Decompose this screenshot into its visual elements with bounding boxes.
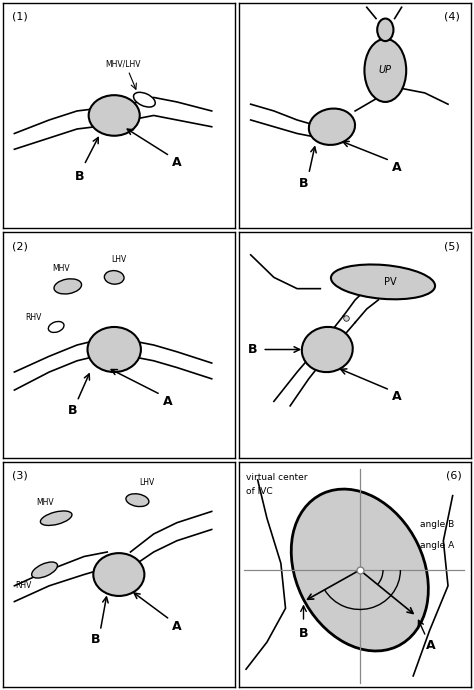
Ellipse shape [331,264,435,299]
Text: angle B: angle B [420,520,455,529]
Text: B: B [248,343,258,356]
Ellipse shape [302,327,353,372]
Text: (3): (3) [12,471,28,481]
Ellipse shape [54,279,82,294]
Ellipse shape [93,553,145,596]
Text: A: A [426,639,436,652]
Text: A: A [392,391,402,404]
Text: (5): (5) [444,241,460,251]
Text: LHV: LHV [111,255,127,264]
Ellipse shape [40,511,72,526]
Ellipse shape [89,95,140,136]
Text: (1): (1) [12,12,28,22]
Text: RHV: RHV [25,313,41,322]
Ellipse shape [126,494,149,506]
Text: UP: UP [379,66,392,75]
Text: (4): (4) [444,12,460,22]
Text: B: B [68,404,77,417]
Text: angle A: angle A [420,541,455,550]
Ellipse shape [134,92,155,107]
Text: PV: PV [383,277,396,287]
Ellipse shape [365,39,406,102]
Text: B: B [74,170,84,183]
Text: A: A [163,395,173,408]
Text: A: A [172,620,182,633]
Text: MHV: MHV [36,498,54,507]
Text: of IVC: of IVC [246,486,273,495]
Text: LHV: LHV [139,477,155,486]
Text: A: A [172,157,182,169]
Ellipse shape [377,19,393,41]
Text: RHV: RHV [16,581,32,591]
Text: MHV: MHV [52,264,70,273]
Text: MHV/LHV: MHV/LHV [106,59,141,68]
Text: B: B [91,633,100,647]
Ellipse shape [48,322,64,333]
Ellipse shape [32,562,57,578]
Text: B: B [300,177,309,190]
Ellipse shape [104,270,124,284]
Text: (2): (2) [12,241,28,251]
Text: virtual center: virtual center [246,473,308,482]
Text: (6): (6) [446,471,462,481]
Ellipse shape [309,108,355,145]
Text: B: B [299,627,308,640]
Ellipse shape [291,489,428,651]
Text: A: A [392,161,402,174]
Ellipse shape [88,327,141,372]
